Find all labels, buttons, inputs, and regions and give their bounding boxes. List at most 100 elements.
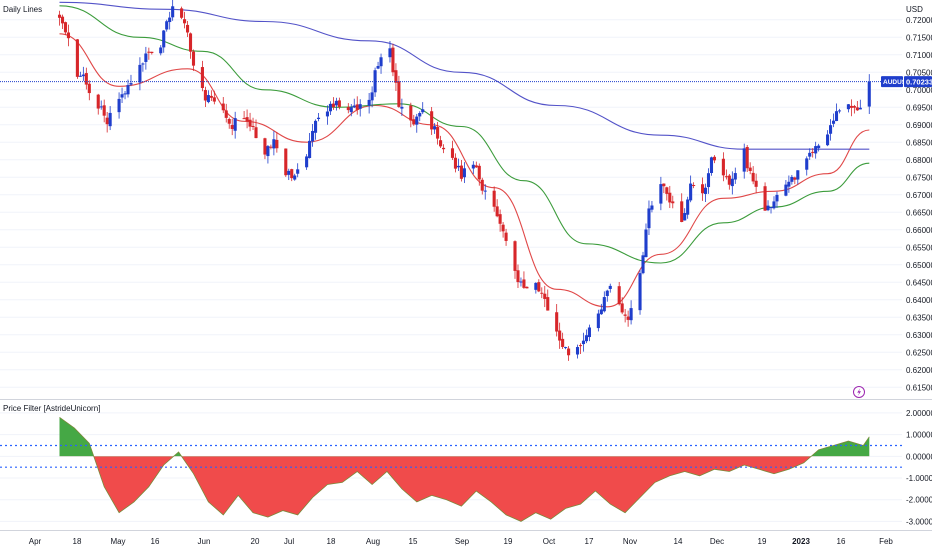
candle-body (162, 30, 166, 48)
candle-body (793, 177, 797, 180)
candle-body (817, 145, 821, 149)
candle-body (567, 348, 571, 356)
candle-body (644, 229, 648, 258)
candle-body (311, 130, 315, 142)
candle-body (183, 19, 187, 24)
candle-body (462, 168, 466, 178)
candle-body (84, 73, 88, 85)
candle-body (492, 190, 496, 207)
candle-body (191, 51, 196, 66)
candle-body (221, 103, 225, 111)
candle-body (245, 117, 249, 122)
candle-body (483, 190, 487, 192)
candle-body (626, 316, 630, 320)
candle-body (275, 139, 279, 149)
lower-panel-title[interactable]: Price Filter [AstrideUnicorn] (3, 404, 100, 413)
main-price-panel[interactable]: Daily Lines (0, 0, 902, 388)
candle-body (430, 111, 434, 130)
price-badge (904, 76, 932, 88)
candle-body (808, 152, 812, 157)
currency-label: USD (906, 5, 923, 14)
candle-body (748, 167, 752, 172)
symbol-badge-text: AUDUSD (883, 79, 911, 86)
candle-body (519, 281, 523, 283)
time-tick-label: Nov (623, 537, 637, 546)
candle-body (436, 127, 440, 139)
candle-body (331, 103, 335, 108)
candle-body (439, 140, 443, 147)
time-tick-label: 16 (151, 537, 160, 546)
candle-body (647, 208, 651, 229)
candle-body (87, 83, 91, 94)
candle-body (224, 110, 228, 118)
candle-body (602, 297, 606, 312)
candle-body (599, 309, 603, 315)
candle-body (367, 99, 371, 106)
candle-body (680, 201, 684, 222)
candle-body (96, 94, 100, 109)
candle-body (200, 67, 204, 89)
candle-body (703, 187, 708, 194)
candle-body (263, 138, 267, 155)
fast-moving-average-line (59, 33, 870, 308)
candle-body (290, 169, 294, 179)
price-axis[interactable]: USD 0.720000.715000.710000.705000.700000… (881, 5, 932, 392)
candle-body (513, 241, 517, 271)
candle-body (775, 194, 779, 202)
candle-body (721, 158, 725, 176)
candle-body (433, 126, 437, 130)
price-filter-area (59, 416, 870, 522)
candle-body (388, 48, 392, 58)
candle-body (144, 53, 148, 62)
price-badge-text: 0.70233 (906, 77, 932, 86)
time-tick-label: Dec (710, 537, 724, 546)
candle-body (325, 111, 330, 117)
candle-body (712, 156, 717, 161)
candle-body (787, 181, 791, 187)
time-tick-label: 17 (585, 537, 594, 546)
time-tick-label: 15 (409, 537, 418, 546)
candle-body (123, 93, 127, 95)
candle-body (596, 313, 600, 329)
candle-body (397, 81, 401, 107)
candle-body (352, 105, 356, 108)
candle-body (650, 205, 654, 210)
candle-body (849, 105, 853, 108)
candle-body (834, 111, 839, 122)
candle-body (852, 106, 856, 108)
candle-body (766, 205, 770, 211)
candle-body (561, 338, 565, 347)
candle-body (480, 179, 484, 191)
main-panel-title[interactable]: Daily Lines (3, 5, 42, 14)
time-tick-label: May (110, 537, 125, 546)
candle-body (284, 148, 288, 176)
candle-body (168, 17, 172, 23)
candle-body (349, 107, 353, 113)
candle-body (337, 100, 341, 107)
candle-body (763, 186, 767, 211)
time-tick-label: 19 (758, 537, 767, 546)
price-tick-label: 0.61500 (906, 383, 932, 392)
candle-body (355, 104, 359, 110)
time-axis[interactable]: Apr 18 May 16 Jun 20 Jul 18 Aug 15 Sep 19 Oct 17 Nov 14… (29, 537, 894, 546)
candle-body (477, 165, 481, 180)
lightning-icon[interactable] (853, 386, 865, 398)
candle-body (254, 127, 258, 139)
candle-body (620, 303, 624, 313)
candle-body (126, 85, 130, 95)
time-tick-label: Apr (29, 537, 42, 546)
candle-body (185, 24, 190, 33)
price-filter-panel[interactable]: Price Filter [AstrideUnicorn] (0, 404, 902, 522)
candle-body (269, 146, 273, 148)
candle-body (376, 66, 380, 69)
candle-body (391, 47, 395, 73)
candle-body (150, 51, 154, 54)
